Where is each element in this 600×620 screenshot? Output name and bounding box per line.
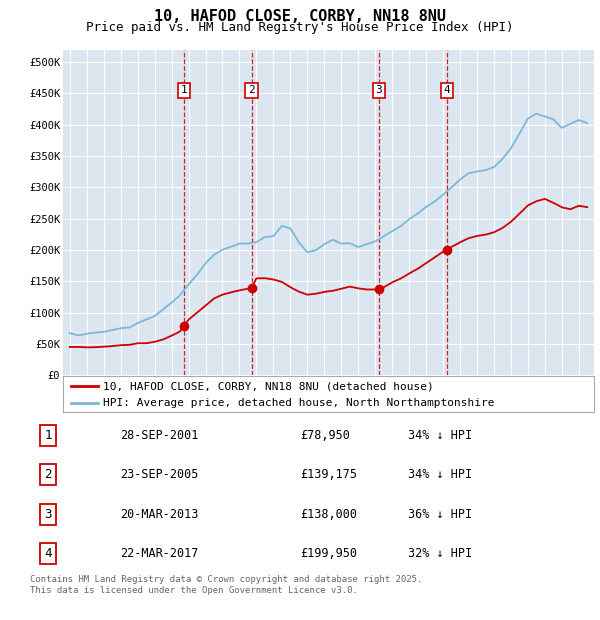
Text: Price paid vs. HM Land Registry's House Price Index (HPI): Price paid vs. HM Land Registry's House … [86, 21, 514, 34]
Text: 4: 4 [44, 547, 52, 560]
Text: 3: 3 [44, 508, 52, 521]
Text: 10, HAFOD CLOSE, CORBY, NN18 8NU (detached house): 10, HAFOD CLOSE, CORBY, NN18 8NU (detach… [103, 381, 434, 391]
Text: £138,000: £138,000 [300, 508, 357, 521]
Text: 4: 4 [443, 86, 450, 95]
Text: 10, HAFOD CLOSE, CORBY, NN18 8NU: 10, HAFOD CLOSE, CORBY, NN18 8NU [154, 9, 446, 24]
Text: This data is licensed under the Open Government Licence v3.0.: This data is licensed under the Open Gov… [30, 586, 358, 595]
Text: HPI: Average price, detached house, North Northamptonshire: HPI: Average price, detached house, Nort… [103, 398, 494, 409]
Text: 3: 3 [376, 86, 382, 95]
Text: £139,175: £139,175 [300, 468, 357, 481]
Text: 36% ↓ HPI: 36% ↓ HPI [408, 508, 472, 521]
Text: 2: 2 [44, 468, 52, 481]
Text: 1: 1 [44, 428, 52, 441]
Text: 23-SEP-2005: 23-SEP-2005 [120, 468, 199, 481]
Text: Contains HM Land Registry data © Crown copyright and database right 2025.: Contains HM Land Registry data © Crown c… [30, 575, 422, 585]
Text: £199,950: £199,950 [300, 547, 357, 560]
Text: 2: 2 [248, 86, 255, 95]
Text: 20-MAR-2013: 20-MAR-2013 [120, 508, 199, 521]
Text: 28-SEP-2001: 28-SEP-2001 [120, 428, 199, 441]
Text: 1: 1 [181, 86, 188, 95]
Text: 34% ↓ HPI: 34% ↓ HPI [408, 428, 472, 441]
Text: 22-MAR-2017: 22-MAR-2017 [120, 547, 199, 560]
Text: 34% ↓ HPI: 34% ↓ HPI [408, 468, 472, 481]
Text: 32% ↓ HPI: 32% ↓ HPI [408, 547, 472, 560]
Text: £78,950: £78,950 [300, 428, 350, 441]
